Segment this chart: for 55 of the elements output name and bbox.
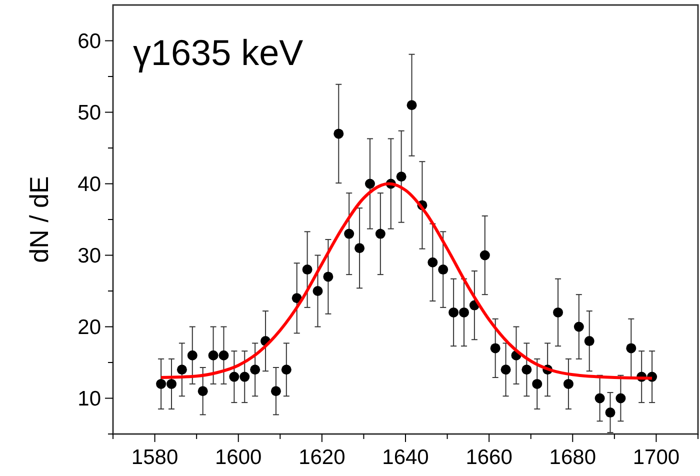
point <box>323 272 334 282</box>
point <box>448 307 459 318</box>
point <box>229 372 240 382</box>
point <box>208 350 218 360</box>
point <box>198 386 208 396</box>
point <box>594 393 605 404</box>
point <box>584 336 594 346</box>
y-axis-title: dN / dE <box>24 176 54 263</box>
point <box>312 286 323 296</box>
point <box>156 378 166 389</box>
point <box>605 408 616 418</box>
point <box>459 307 469 318</box>
point <box>218 350 229 360</box>
y-tick-label: 40 <box>78 172 101 196</box>
point <box>176 364 187 375</box>
point <box>334 128 344 139</box>
point <box>616 393 626 404</box>
point <box>344 228 354 239</box>
point <box>438 264 448 275</box>
point <box>522 364 532 375</box>
point <box>396 172 406 182</box>
y-tick-label: 10 <box>78 387 101 410</box>
x-tick-label: 1700 <box>632 446 680 469</box>
point <box>292 293 302 304</box>
point <box>480 250 490 260</box>
point <box>281 364 292 375</box>
y-tick-label: 20 <box>78 316 101 339</box>
x-tick-label: 1580 <box>131 446 178 469</box>
point <box>563 378 574 389</box>
point <box>574 322 584 332</box>
point <box>490 343 500 354</box>
point <box>626 343 636 354</box>
point <box>166 378 176 389</box>
annotation: γ1635 keV <box>133 32 304 73</box>
x-tick-label: 1600 <box>215 446 262 469</box>
point <box>532 378 542 389</box>
point <box>500 364 511 375</box>
x-tick-label: 1620 <box>298 446 346 469</box>
point <box>354 243 365 254</box>
y-tick-label: 30 <box>78 244 101 268</box>
point <box>553 307 564 318</box>
point <box>375 228 386 239</box>
point <box>187 350 198 360</box>
point <box>270 386 281 396</box>
point <box>364 178 375 189</box>
x-tick-label: 1660 <box>466 446 512 469</box>
point <box>428 257 438 268</box>
point <box>250 364 260 375</box>
x-tick-label: 1680 <box>549 446 596 469</box>
point <box>302 264 312 275</box>
x-tick-label: 1640 <box>382 446 429 469</box>
point <box>406 100 417 110</box>
point <box>240 372 250 382</box>
y-tick-label: 50 <box>78 101 101 124</box>
y-tick-label: 60 <box>78 30 101 53</box>
